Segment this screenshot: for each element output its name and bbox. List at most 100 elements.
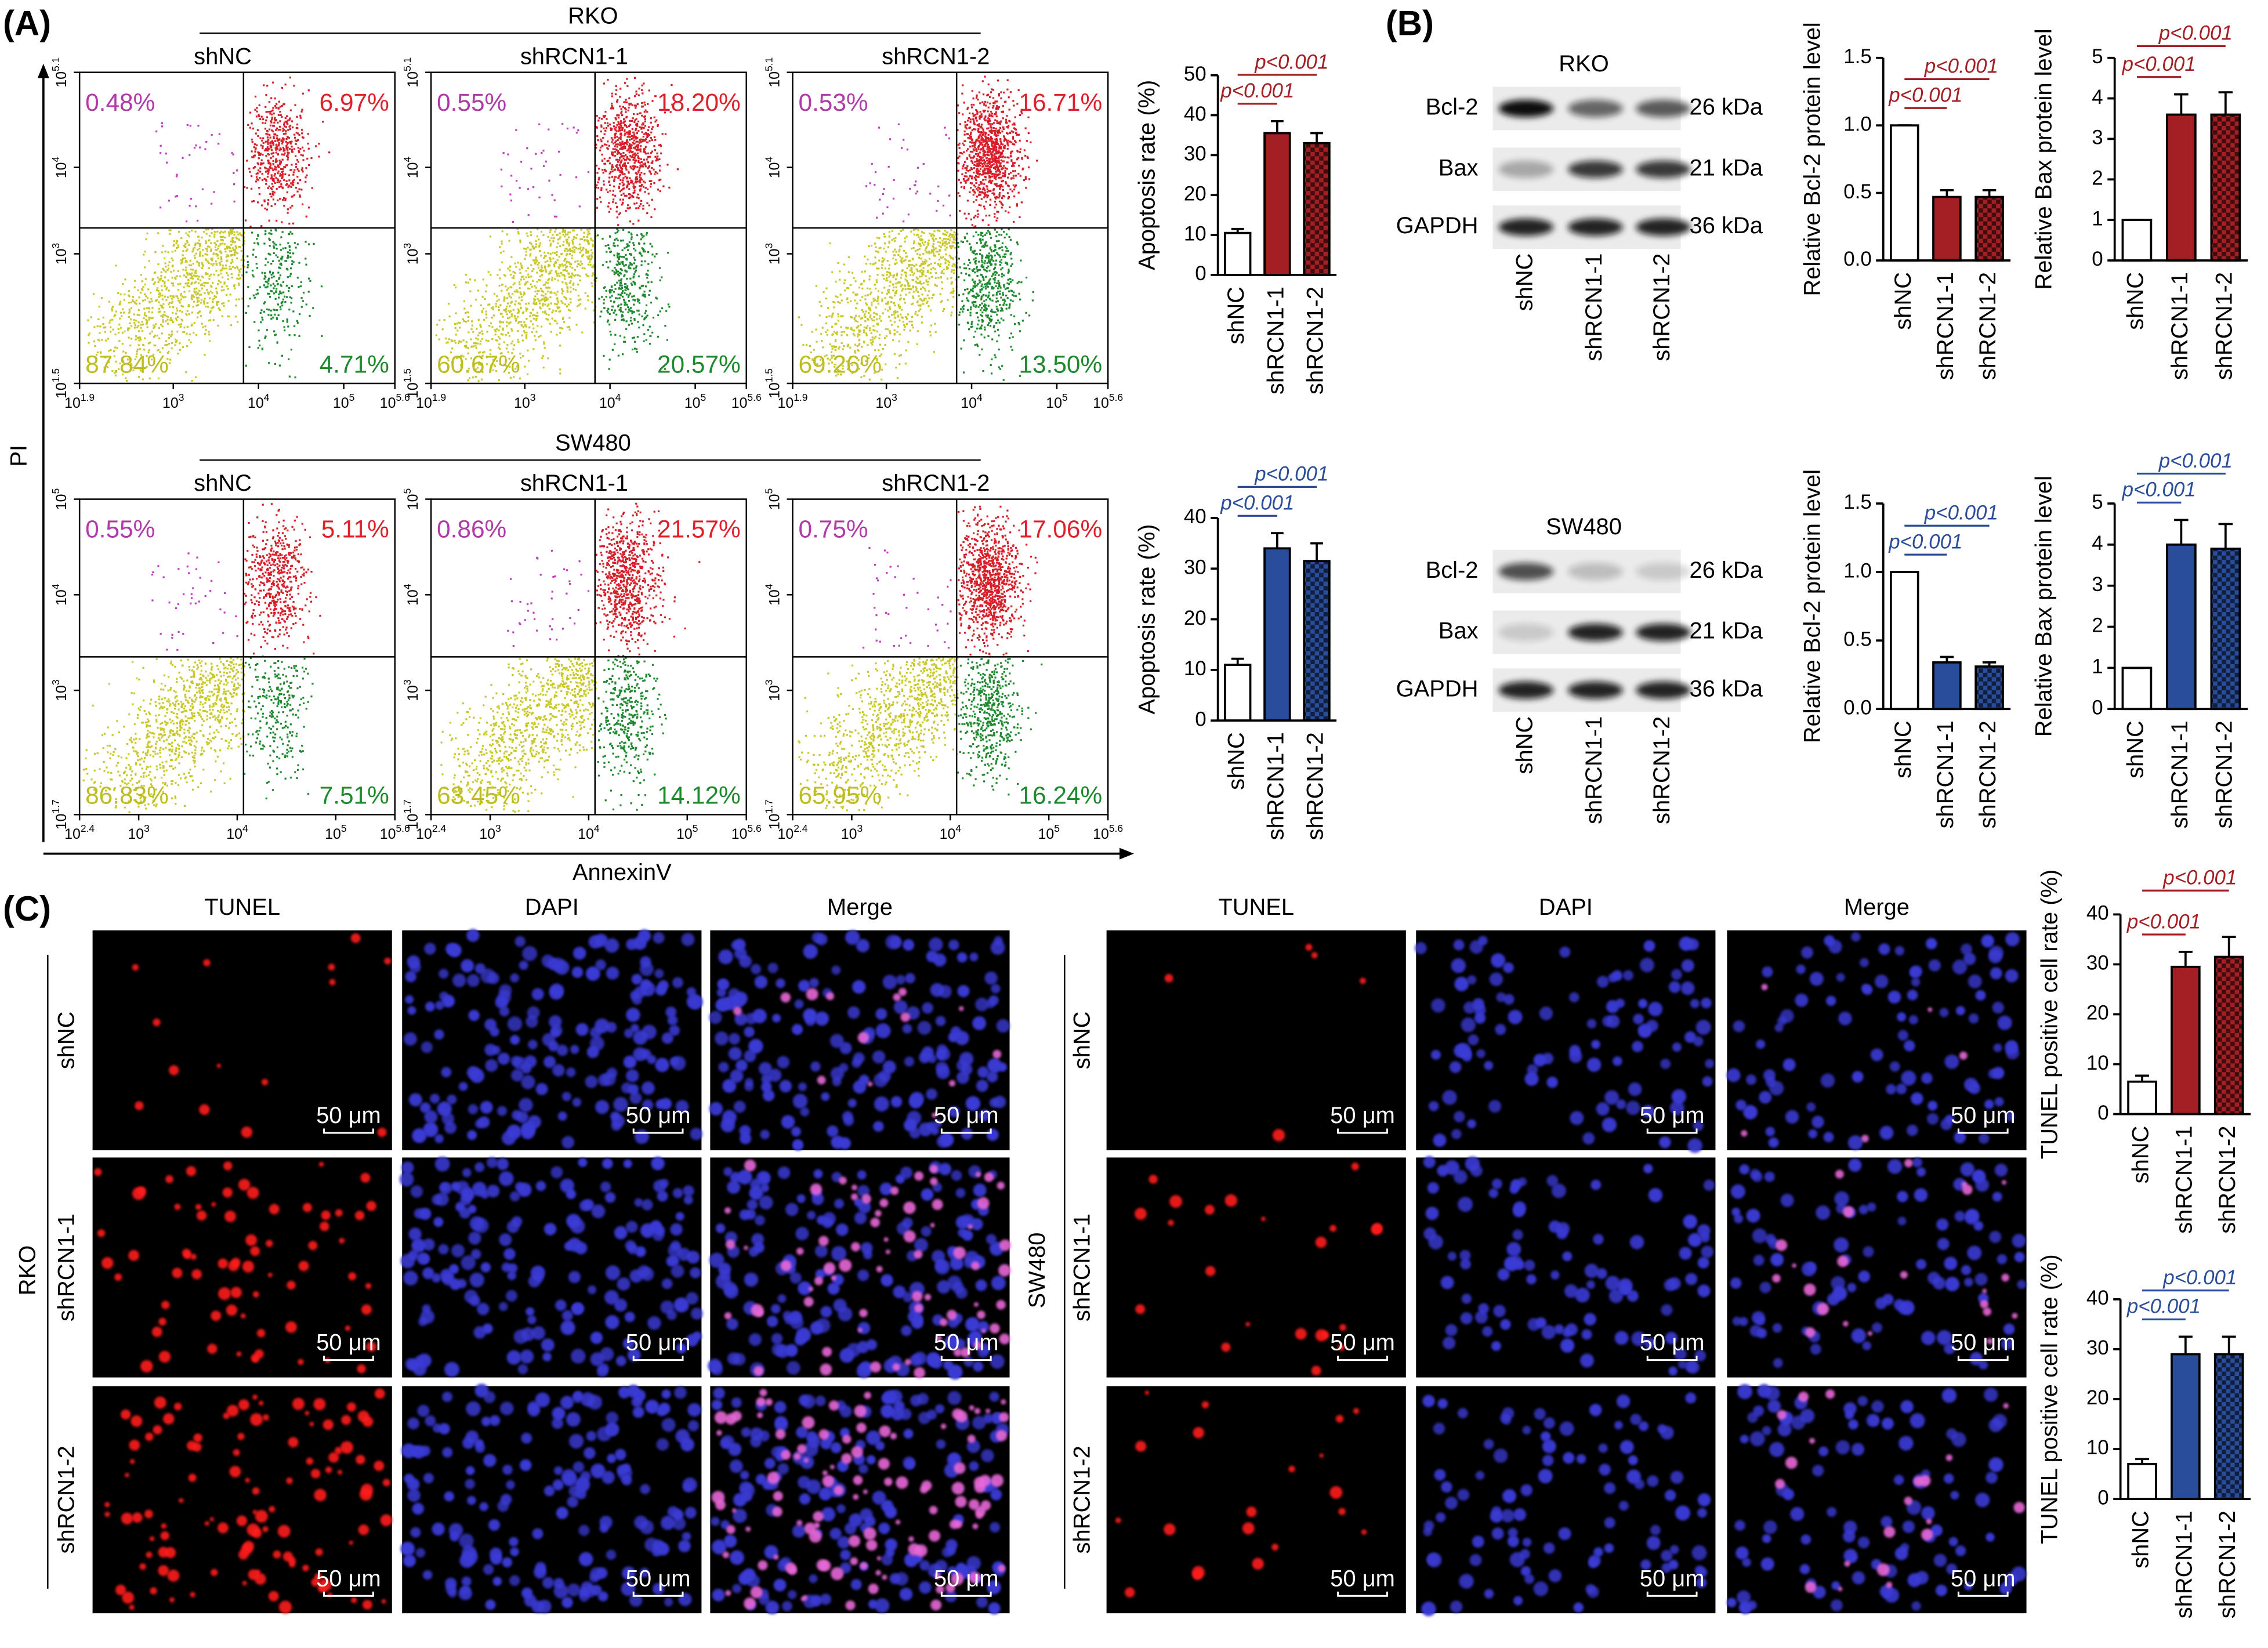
tunel-cell [810, 1183, 823, 1196]
tunel-cell [1776, 1239, 1788, 1251]
micrograph [92, 1386, 392, 1614]
plot-title: shRCN1-2 [882, 470, 990, 496]
nucleus [834, 1198, 845, 1209]
nucleus [488, 1519, 501, 1531]
tunel-cell [1959, 1051, 1968, 1060]
nucleus [1628, 1082, 1642, 1096]
nucleus [816, 933, 828, 946]
nucleus [572, 1098, 582, 1107]
nucleus [1765, 1233, 1776, 1244]
tunel-cell [973, 1302, 979, 1307]
nucleus [748, 1333, 762, 1346]
tick-exp: 3 [530, 392, 536, 403]
nucleus [1912, 1157, 1923, 1168]
tunel-cell [908, 1536, 914, 1542]
x-tick-label: 105.6 [380, 392, 410, 411]
tunel-cell [229, 1465, 241, 1477]
nucleus [1441, 1481, 1452, 1493]
nucleus [561, 1469, 577, 1484]
tunel-cell [744, 1245, 748, 1250]
nucleus [1946, 1563, 1958, 1575]
tunel-cell [831, 1275, 837, 1281]
nucleus [560, 1320, 575, 1335]
error-bar [2222, 1335, 2236, 1354]
nucleus [1542, 1439, 1556, 1454]
tunel-cell [806, 988, 818, 1001]
nucleus [845, 1522, 857, 1535]
tunel-cell [354, 1211, 365, 1220]
quadrant-label: 0.75% [798, 516, 868, 543]
group-title: RKO [568, 3, 618, 28]
nucleus [615, 1448, 626, 1461]
bar [2213, 1353, 2244, 1500]
tick-base: 10 [64, 394, 81, 411]
tunel-cell [158, 1565, 169, 1577]
tunel-cell [1904, 1158, 1913, 1168]
tick-exp: 4 [50, 584, 61, 589]
nucleus [578, 1157, 588, 1167]
nucleus [1871, 1322, 1882, 1333]
nucleus [744, 1081, 754, 1091]
bar [2166, 543, 2197, 711]
nucleus [1451, 1129, 1462, 1139]
cells [1423, 1156, 1715, 1376]
error-bar [1231, 227, 1244, 233]
tunel-cell [348, 1272, 357, 1281]
nucleus [1986, 1533, 1995, 1542]
lane-label: shRCN1-1 [1581, 253, 1607, 361]
tunel-cell [191, 1269, 202, 1280]
tunel-cell [222, 1187, 233, 1198]
nucleus [1458, 1197, 1473, 1212]
significance-label: p<0.001 [1888, 84, 1962, 107]
y-tick-label: 105 [763, 488, 782, 510]
nucleus [1427, 1182, 1439, 1194]
nucleus [448, 1523, 463, 1538]
nucleus [1591, 1179, 1602, 1190]
nucleus [874, 1096, 889, 1112]
tunel-cell [261, 1078, 269, 1086]
x-tick-label: 105.6 [731, 823, 762, 842]
nucleus [955, 1338, 966, 1349]
nucleus [734, 939, 746, 951]
nucleus [936, 1065, 950, 1080]
nucleus [1664, 1490, 1676, 1501]
event-dots [798, 228, 959, 381]
event-dots [440, 657, 597, 813]
tunel-cell [822, 1470, 828, 1476]
nucleus [578, 1524, 590, 1536]
event-dots [155, 122, 238, 223]
nucleus [1542, 1052, 1554, 1064]
tunel-cell [813, 1522, 820, 1529]
nucleus [1502, 1489, 1517, 1504]
tunel-cell [1149, 1175, 1158, 1184]
nucleus [647, 1316, 661, 1330]
scatter-plot [87, 76, 331, 382]
nucleus [1765, 1077, 1776, 1087]
y-tick-label: 4 [2092, 86, 2103, 108]
nucleus [939, 1162, 952, 1176]
nucleus [1961, 943, 1973, 955]
nucleus [517, 1364, 528, 1375]
nucleus [1936, 1330, 1952, 1345]
nucleus [461, 959, 474, 973]
nucleus [683, 1185, 694, 1197]
nucleus [918, 1122, 933, 1137]
cells [1414, 936, 1715, 1153]
tunel-cell [999, 1333, 1010, 1345]
tunel-cell [247, 1523, 260, 1537]
nucleus [1897, 1030, 1909, 1041]
bar [1263, 547, 1291, 722]
nucleus [1445, 1324, 1458, 1336]
x-tick-label: 104 [578, 823, 600, 842]
tunel-cell [218, 1287, 231, 1301]
nucleus [1509, 1552, 1525, 1567]
column-header: DAPI [1539, 894, 1593, 920]
tick-base: 10 [53, 589, 70, 606]
nucleus [1683, 1214, 1698, 1229]
tunel-cell [1319, 1453, 1324, 1458]
tunel-cell [1295, 1328, 1307, 1340]
y-tick-label: 50 [1184, 63, 1207, 85]
nucleus [884, 1506, 897, 1519]
nucleus [1887, 1159, 1903, 1174]
y-tick-label: 3 [2092, 126, 2103, 149]
